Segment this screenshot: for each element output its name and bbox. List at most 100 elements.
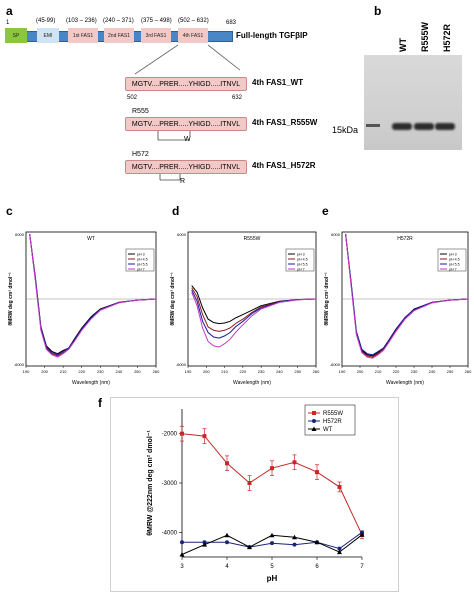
domain-h572r: MGTV....PRER.....YHIGD.....ITNVL — [125, 160, 247, 174]
data-point — [179, 552, 185, 557]
xtick-label: 7 — [360, 564, 364, 570]
xtick-label: 220 — [240, 369, 247, 374]
legend-entry: pH 7 — [137, 268, 145, 272]
legend-entry: WT — [323, 427, 333, 433]
gel-band-h572r — [435, 123, 455, 130]
data-point — [225, 540, 229, 545]
cd-chart-wt: WT 6000 -6000 190 200 210 220 230 240 250 260 Wavel… — [8, 231, 160, 386]
xtick-label: 260 — [465, 369, 472, 374]
data-point — [359, 532, 365, 537]
mut-res-w: W — [184, 136, 191, 143]
range-fas1-4: (502 – 632) — [178, 18, 209, 24]
legend-marker — [311, 426, 317, 431]
lane-h572r: H572R — [442, 23, 452, 52]
xtick-label: 5 — [270, 564, 274, 570]
lane-wt: WT — [398, 38, 408, 52]
domain-start: 502 — [127, 95, 138, 101]
panel-a-label: a — [6, 4, 13, 18]
legend-entry: pH 7 — [297, 268, 305, 272]
cd-chart-r555w: R555W 6000 -6000 190 200 210 220 230 240 250 260 Wa… — [170, 231, 320, 386]
xtick-label: 220 — [393, 369, 400, 374]
segment-sp: SP — [5, 28, 27, 43]
xtick-label: 210 — [60, 369, 67, 374]
data-point — [247, 481, 252, 485]
construct-wt-label: 4th FAS1_WT — [252, 78, 304, 87]
legend-entry: pH 5.5 — [137, 263, 148, 267]
data-point — [292, 534, 297, 540]
xtick-label: 220 — [78, 369, 85, 374]
xtick-label: 210 — [375, 369, 382, 374]
y-axis-label: θMRW deg cm² dmol⁻¹ — [324, 272, 330, 326]
cd-series-line — [345, 234, 469, 359]
xtick-label: 260 — [313, 369, 320, 374]
xtick-label: 240 — [276, 369, 283, 374]
data-point — [270, 541, 274, 546]
legend-entry: pH 3 — [137, 253, 145, 257]
xtick-label: 190 — [185, 369, 192, 374]
construct-h572r-label: 4th FAS1_H572R — [252, 161, 316, 170]
x-axis-label: Wavelength (nm) — [233, 380, 271, 386]
ph-chart: 3 4 5 6 7 -2000 -3000 -4000 pH θMRW @222nm deg cm… — [147, 404, 365, 583]
cd-series-line — [191, 285, 317, 325]
seq-end: 683 — [226, 20, 237, 26]
xtick-label: 230 — [258, 369, 265, 374]
xtick-label: 200 — [203, 369, 210, 374]
xtick-label: 190 — [23, 369, 30, 374]
segment-fas1-4: 4th FAS1 — [178, 28, 208, 43]
mut-site-r555: R555 — [132, 108, 149, 115]
segment-fas1-3: 3rd FAS1 — [141, 28, 171, 43]
ytick-bottom: -6000 — [14, 362, 25, 367]
segment-fas1-1: 1st FAS1 — [68, 28, 98, 43]
data-point — [269, 532, 275, 538]
legend-marker — [312, 411, 316, 415]
construct-r555w-label: 4th FAS1_R555W — [252, 118, 318, 127]
legend-entry: pH 4.5 — [297, 258, 308, 262]
legend-entry: H572R — [323, 419, 342, 425]
data-point — [247, 544, 252, 550]
data-point — [292, 542, 297, 547]
xtick-label: 200 — [41, 369, 48, 374]
cd-series-line — [191, 292, 317, 348]
ytick-bottom: -6000 — [176, 362, 187, 367]
cd-title: R555W — [244, 236, 261, 242]
domain-r555w: MGTV....PRER.....YHIGD.....ITNVL — [125, 117, 247, 131]
data-point — [180, 540, 184, 545]
ytick-top: 6000 — [331, 232, 341, 237]
legend-entry: pH 4.5 — [137, 258, 148, 262]
data-point — [337, 484, 342, 489]
data-point — [337, 549, 342, 555]
lane-r555w: R555W — [420, 21, 430, 52]
xtick-label: 200 — [357, 369, 364, 374]
cd-series-line — [29, 234, 157, 358]
range-emi: (45-99) — [36, 18, 56, 24]
xtick-label: 250 — [134, 369, 141, 374]
legend-entry: pH 5.5 — [449, 263, 460, 267]
panel-e-label: e — [322, 204, 329, 218]
seq-start: 1 — [6, 20, 10, 26]
x-axis-label: pH — [267, 574, 278, 583]
domain-wt: MGTV....PRER.....YHIGD.....ITNVL — [125, 77, 247, 91]
y-axis-label: θMRW deg cm² dmol⁻¹ — [170, 272, 176, 326]
data-point — [180, 431, 184, 436]
series-line-R555W — [181, 433, 363, 536]
range-fas1-2: (240 – 371) — [103, 18, 134, 24]
data-point — [224, 532, 230, 538]
panel-a-connectors — [134, 44, 240, 181]
cd-title: WT — [87, 236, 95, 242]
ytick-label: -4000 — [162, 530, 178, 536]
legend-entry: pH 7 — [449, 268, 457, 272]
xtick-label: 240 — [116, 369, 123, 374]
gel-band-r555w — [414, 123, 434, 130]
xtick-label: 230 — [411, 369, 418, 374]
x-axis-label: Wavelength (nm) — [72, 380, 110, 386]
xtick-label: 190 — [339, 369, 346, 374]
legend-entry: pH 3 — [449, 253, 457, 257]
data-point — [270, 466, 274, 471]
data-point — [337, 546, 342, 551]
cd-title: H572R — [397, 236, 413, 242]
legend-entry: R555W — [323, 411, 343, 417]
xtick-label: 6 — [315, 564, 319, 570]
cd-series-line — [191, 289, 317, 339]
data-point — [202, 434, 207, 439]
cd-chart-h572r: H572R 6000 -6000 190 200 210 220 230 240 250 260 Wa… — [324, 231, 472, 386]
